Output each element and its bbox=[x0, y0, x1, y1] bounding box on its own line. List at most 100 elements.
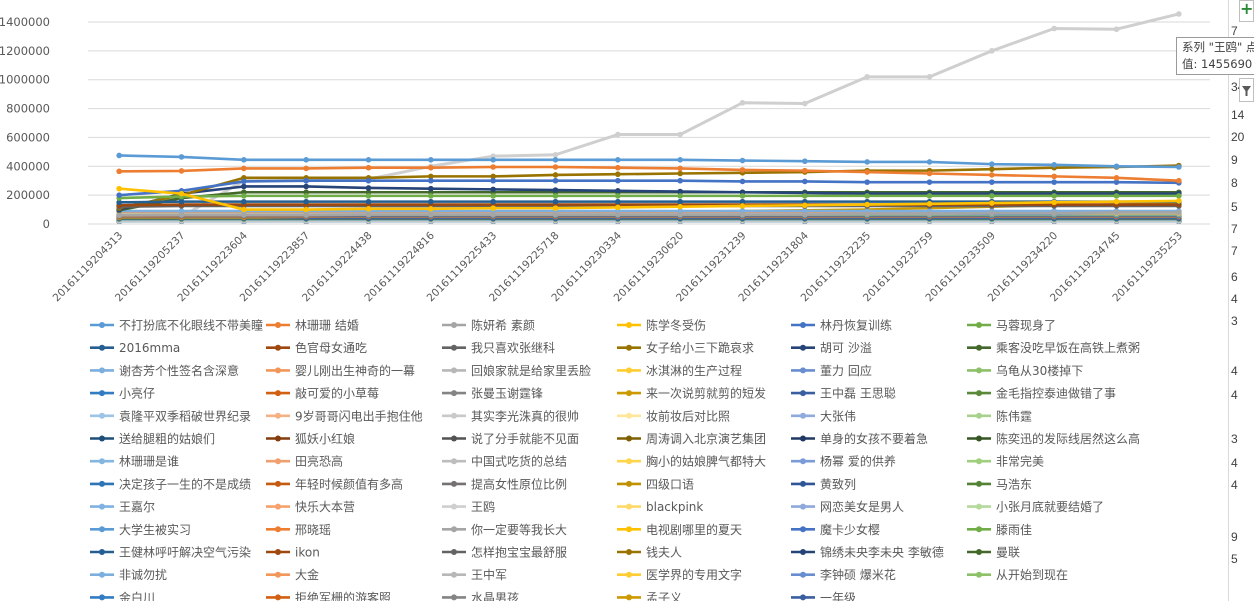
data-point[interactable] bbox=[1176, 177, 1182, 184]
legend-item[interactable]: 快乐大本营 bbox=[266, 500, 355, 514]
data-point[interactable] bbox=[303, 193, 309, 199]
legend-item[interactable]: 陈学冬受伤 bbox=[617, 318, 706, 333]
legend-item[interactable]: 谢杏芳个性签名含深意 bbox=[90, 363, 239, 378]
legend-item[interactable]: 年轻时候颜值有多高 bbox=[266, 476, 403, 491]
data-point[interactable] bbox=[864, 179, 870, 185]
data-point[interactable] bbox=[615, 131, 621, 138]
data-point[interactable] bbox=[615, 188, 621, 194]
data-point[interactable] bbox=[739, 211, 746, 218]
legend-item[interactable]: 我只喜欢张继科 bbox=[442, 340, 555, 355]
legend-item[interactable]: 决定孩子一生的不是成绩 bbox=[90, 476, 251, 491]
data-point[interactable] bbox=[178, 208, 185, 214]
data-point[interactable] bbox=[1051, 173, 1057, 180]
data-point[interactable] bbox=[365, 164, 372, 171]
data-point[interactable] bbox=[677, 188, 683, 195]
data-point[interactable] bbox=[178, 190, 185, 197]
data-point[interactable] bbox=[989, 200, 995, 206]
data-point[interactable] bbox=[1051, 179, 1057, 185]
data-point[interactable] bbox=[428, 211, 434, 218]
data-point[interactable] bbox=[1113, 163, 1120, 170]
legend-item[interactable]: 水晶男孩 bbox=[442, 591, 519, 601]
data-point[interactable] bbox=[116, 212, 122, 219]
legend-item[interactable]: 送给腿粗的姑娘们 bbox=[90, 431, 215, 446]
data-point[interactable] bbox=[428, 193, 434, 199]
series-line[interactable] bbox=[119, 200, 1179, 204]
data-point[interactable] bbox=[365, 193, 372, 199]
legend-item[interactable]: 王鸥 bbox=[442, 499, 495, 514]
legend-item[interactable]: 胸小的姑娘脾气都特大 bbox=[617, 454, 766, 469]
legend-item[interactable]: 林丹恢复训练 bbox=[791, 318, 892, 333]
data-point[interactable] bbox=[490, 186, 496, 193]
data-point[interactable] bbox=[989, 172, 995, 178]
data-point[interactable] bbox=[428, 164, 434, 171]
series-line[interactable] bbox=[119, 194, 1179, 200]
legend-item[interactable]: 女子给小三下跪哀求 bbox=[617, 340, 754, 355]
data-point[interactable] bbox=[1051, 162, 1057, 168]
chart-elements-plus-button[interactable]: + bbox=[1239, 0, 1254, 22]
legend-item[interactable]: 李钟硕 爆米花 bbox=[791, 567, 896, 582]
data-point[interactable] bbox=[926, 170, 933, 177]
data-point[interactable] bbox=[802, 178, 808, 185]
data-point[interactable] bbox=[552, 198, 559, 205]
data-point[interactable] bbox=[615, 204, 621, 211]
legend-item[interactable]: 魔卡少女樱 bbox=[791, 522, 880, 537]
legend-item[interactable]: 来一次说剪就剪的短发 bbox=[617, 386, 766, 401]
data-point[interactable] bbox=[116, 199, 122, 206]
legend-item[interactable]: 非常完美 bbox=[967, 454, 1044, 469]
data-point[interactable] bbox=[1051, 199, 1057, 206]
legend-item[interactable]: 不打扮底不化眼线不带美瞳 bbox=[90, 318, 263, 333]
data-point[interactable] bbox=[428, 173, 434, 180]
series-5[interactable] bbox=[116, 193, 1182, 201]
data-point[interactable] bbox=[178, 168, 185, 174]
legend-item[interactable]: 单身的女孩不要着急 bbox=[791, 431, 928, 446]
data-point[interactable] bbox=[552, 164, 559, 170]
data-point[interactable] bbox=[116, 168, 122, 175]
data-point[interactable] bbox=[552, 156, 559, 163]
data-point[interactable] bbox=[615, 156, 621, 163]
data-point[interactable] bbox=[989, 161, 995, 167]
data-point[interactable] bbox=[739, 193, 746, 199]
legend-item[interactable]: 非诚勿扰 bbox=[90, 568, 167, 582]
data-point[interactable] bbox=[615, 177, 621, 184]
data-point[interactable] bbox=[677, 131, 683, 138]
legend-item[interactable]: 2016mma bbox=[90, 341, 180, 355]
data-point[interactable] bbox=[677, 203, 683, 210]
legend-item[interactable]: 钱夫人 bbox=[617, 545, 682, 560]
legend-item[interactable]: 9岁哥哥闪电出手抱住他 bbox=[266, 408, 423, 423]
data-point[interactable] bbox=[365, 206, 372, 212]
data-point[interactable] bbox=[178, 198, 185, 205]
series-3[interactable] bbox=[116, 185, 1182, 213]
legend-item[interactable]: 杨幂 爱的供养 bbox=[791, 454, 896, 469]
data-point[interactable] bbox=[677, 211, 683, 218]
legend-item[interactable]: 袁隆平双季稻破世界纪录 bbox=[90, 408, 251, 423]
data-point[interactable] bbox=[677, 170, 683, 177]
data-point[interactable] bbox=[490, 205, 496, 211]
legend-item[interactable]: 马蓉现身了 bbox=[967, 318, 1056, 333]
data-point[interactable] bbox=[178, 154, 185, 160]
data-point[interactable] bbox=[926, 179, 933, 185]
data-point[interactable] bbox=[490, 173, 496, 180]
data-point[interactable] bbox=[428, 156, 434, 163]
data-point[interactable] bbox=[739, 167, 746, 173]
data-point[interactable] bbox=[241, 165, 247, 172]
data-point[interactable] bbox=[490, 164, 496, 170]
legend-item[interactable]: 从开始到现在 bbox=[967, 568, 1068, 582]
legend-item[interactable]: 电视剧哪里的夏天 bbox=[617, 522, 742, 537]
legend-item[interactable]: 王中军 bbox=[442, 567, 507, 582]
data-point[interactable] bbox=[490, 177, 496, 184]
legend-item[interactable]: 冰淇淋的生产过程 bbox=[617, 363, 742, 378]
data-point[interactable] bbox=[428, 185, 434, 192]
data-point[interactable] bbox=[303, 183, 309, 190]
legend-item[interactable]: 陈伟霆 bbox=[967, 408, 1032, 423]
legend-item[interactable]: 敲可爱的小草莓 bbox=[266, 386, 379, 401]
legend-item[interactable]: 色官母女通吃 bbox=[266, 340, 367, 355]
data-point[interactable] bbox=[926, 159, 933, 165]
data-point[interactable] bbox=[739, 178, 746, 185]
series-4[interactable] bbox=[116, 177, 1182, 198]
legend-item[interactable]: 金白川 bbox=[90, 590, 155, 601]
series-line[interactable] bbox=[118, 185, 1179, 211]
data-point[interactable] bbox=[178, 212, 185, 218]
data-point[interactable] bbox=[1176, 11, 1182, 17]
data-point[interactable] bbox=[926, 211, 933, 217]
data-point[interactable] bbox=[241, 193, 247, 199]
